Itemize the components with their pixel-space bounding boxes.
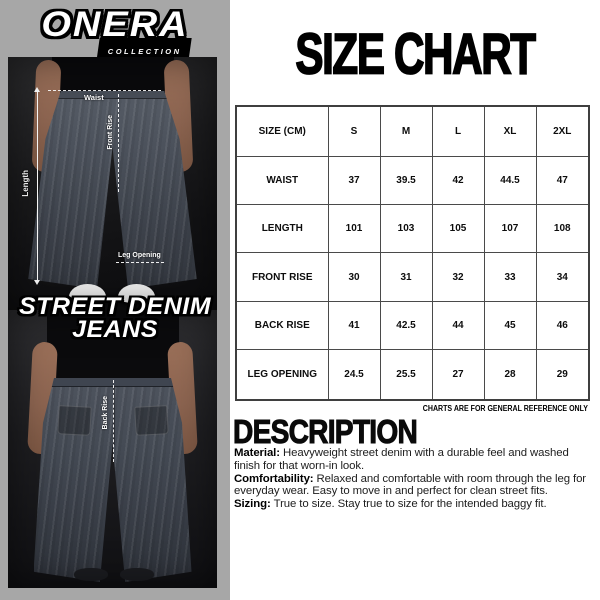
description-body: Material: Heavyweight street denim with a…: [234, 447, 596, 511]
product-title-line2: JEANS: [72, 316, 158, 343]
length-label: Length: [21, 170, 30, 197]
front-rise-measure-line: [118, 94, 119, 192]
row-label: WAIST: [235, 155, 329, 206]
column-header: M: [379, 105, 433, 157]
comfortability-text: Relaxed and comfortable with room throug…: [234, 472, 586, 498]
column-header: 2XL: [535, 105, 590, 157]
table-row: LEG OPENING 24.5 25.5 27 28 29: [235, 349, 590, 401]
cell: 105: [431, 204, 485, 254]
reference-note: CHARTS ARE FOR GENERAL REFERENCE ONLY: [422, 404, 588, 413]
brand-name: ONERA: [41, 5, 189, 45]
size-table: SIZE (CM) S M L XL 2XL WAIST 37 39.5 42 …: [235, 105, 590, 401]
cell: 42.5: [379, 300, 433, 351]
size-chart-title: SIZE CHART: [295, 22, 537, 87]
cell: 31: [379, 252, 433, 302]
waist-label: Waist: [84, 93, 104, 102]
description-item-comfortability: Comfortability: Relaxed and comfortable w…: [234, 473, 596, 499]
length-arrow-bottom: [33, 280, 40, 285]
row-label: LEG OPENING: [235, 349, 329, 401]
front-rise-label: Front Rise: [107, 115, 114, 150]
back-waistband-shape: [46, 378, 179, 387]
waist-measure-line: [48, 90, 161, 91]
brand-logo: ONERA: [0, 4, 230, 47]
length-measure-line: [33, 87, 40, 285]
left-back-pocket-shape: [56, 405, 92, 436]
cell: 45: [483, 300, 537, 351]
description-item-sizing: Sizing: True to size. Stay true to size f…: [234, 498, 596, 511]
column-header: L: [431, 105, 485, 157]
length-arrow-top: [33, 87, 40, 92]
product-title-line1: STREET DENIM: [18, 293, 212, 320]
table-header-row: SIZE (CM) S M L XL 2XL: [235, 105, 590, 157]
sizing-text: True to size. Stay true to size for the …: [273, 498, 547, 511]
cell: 37: [327, 155, 381, 206]
back-view-photo: Back Rise: [8, 310, 217, 588]
row-label: BACK RISE: [235, 300, 329, 351]
table-row: BACK RISE 41 42.5 44 45 46: [235, 300, 590, 351]
column-header: XL: [483, 105, 537, 157]
brand-collection-label: COLLECTION: [107, 47, 182, 56]
right-sneaker-shape: [118, 284, 155, 303]
back-rise-label: Back Rise: [102, 396, 109, 430]
cell: 108: [535, 204, 590, 254]
left-sneaker-shape: [69, 284, 106, 303]
cell: 27: [431, 349, 485, 401]
sizing-label: Sizing:: [234, 498, 271, 511]
cell: 29: [535, 349, 590, 401]
cell: 25.5: [379, 349, 433, 401]
cell: 107: [483, 204, 537, 254]
product-photo-panel: ONERA COLLECTION Waist Front Rise: [0, 0, 230, 600]
cell: 24.5: [327, 349, 381, 401]
table-row: LENGTH 101 103 105 107 108: [235, 204, 590, 254]
right-back-pocket-shape: [133, 405, 169, 436]
waistband-shape: [50, 91, 175, 99]
cell: 44.5: [483, 155, 537, 206]
description-title: DESCRIPTION: [233, 413, 419, 451]
jeans-back-shape: [33, 378, 192, 582]
cell: 42: [431, 155, 485, 206]
cell: 32: [431, 252, 485, 302]
table-row: WAIST 37 39.5 42 44.5 47: [235, 155, 590, 206]
cell: 103: [379, 204, 433, 254]
column-header: S: [327, 105, 381, 157]
cell: 39.5: [379, 155, 433, 206]
table-row: FRONT RISE 30 31 32 33 34: [235, 252, 590, 302]
cell: 47: [535, 155, 590, 206]
size-chart-panel: SIZE CHART SIZE (CM) S M L XL 2XL WAIST …: [230, 0, 600, 600]
left-foot-shape: [74, 568, 108, 581]
cell: 46: [535, 300, 590, 351]
cell: 101: [327, 204, 381, 254]
description-item-material: Material: Heavyweight street denim with a…: [234, 447, 596, 473]
shirt-back-shape: [46, 310, 179, 386]
cell: 34: [535, 252, 590, 302]
cell: 33: [483, 252, 537, 302]
leg-opening-measure-line: [116, 262, 164, 263]
back-rise-measure-line: [113, 380, 114, 462]
leg-opening-label: Leg Opening: [118, 252, 161, 259]
material-text: Heavyweight street denim with a durable …: [234, 447, 569, 472]
column-header: SIZE (CM): [235, 105, 329, 157]
cell: 30: [327, 252, 381, 302]
cell: 28: [483, 349, 537, 401]
row-label: LENGTH: [235, 204, 329, 254]
product-title: STREET DENIM JEANS: [0, 293, 230, 343]
row-label: FRONT RISE: [235, 252, 329, 302]
right-foot-shape: [120, 568, 154, 581]
comfortability-label: Comfortability:: [234, 472, 314, 485]
cell: 44: [431, 300, 485, 351]
cell: 41: [327, 300, 381, 351]
jeans-front-shape: [28, 91, 197, 289]
front-view-photo: Waist Front Rise Length Leg Opening: [8, 57, 217, 310]
material-label: Material:: [234, 447, 280, 459]
